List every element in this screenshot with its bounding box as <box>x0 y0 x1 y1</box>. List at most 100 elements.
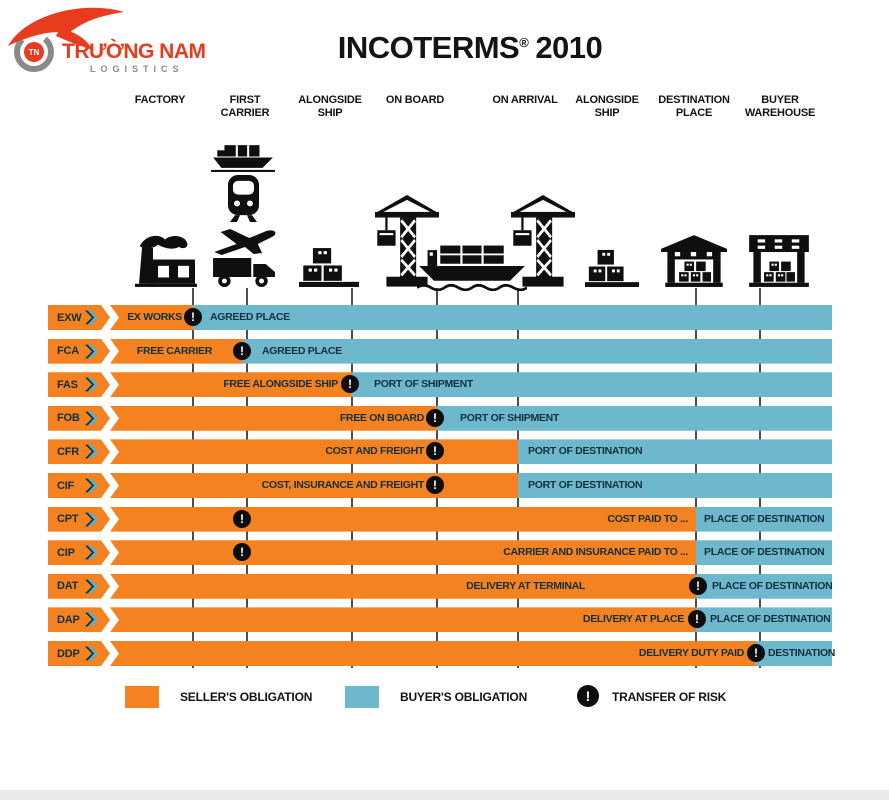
seller-obligation-segment <box>110 506 696 532</box>
buyer-obligation-segment <box>352 372 832 398</box>
term-code: CPT <box>57 513 79 526</box>
term-code-tag: DAT <box>48 574 110 599</box>
port-crane-icon-2 <box>511 195 575 288</box>
transfer-of-risk-label: TRANSFER OF RISK <box>612 690 727 704</box>
registered-mark: ® <box>519 34 529 50</box>
buyer-label: AGREED PLACE <box>262 344 342 357</box>
risk-glyph: ! <box>433 444 437 459</box>
term-code-tag: DDP <box>48 641 110 666</box>
truck-icon <box>211 255 277 288</box>
obligation-bar <box>110 540 832 566</box>
buyer-label: PORT OF DESTINATION <box>528 479 643 491</box>
cargo-boxes-icon <box>299 245 359 288</box>
obligation-bar <box>110 573 832 599</box>
column-header-1: FIRST CARRIER <box>220 94 270 119</box>
term-code: FCA <box>57 345 80 358</box>
obligation-bar <box>110 506 832 532</box>
risk-glyph: ! <box>240 511 244 526</box>
risk-glyph: ! <box>191 310 195 324</box>
incoterm-row-cip: CIP CARRIER AND INSURANCE PAID TO ... PLAC… <box>0 540 889 566</box>
company-logo: TN TRƯỜNG NAM LOGISTICS <box>6 4 206 84</box>
seller-obligation-segment <box>110 305 193 330</box>
risk-glyph: ! <box>696 578 700 593</box>
term-code-tag: EXW <box>48 305 110 330</box>
term-code: CIF <box>57 479 75 492</box>
term-code-tag: CPT <box>48 507 110 532</box>
incoterm-row-ddp: DDP DELIVERY DUTY PAID DESTINATION! <box>0 641 889 666</box>
risk-marker: ! <box>747 644 765 662</box>
risk-glyph: ! <box>754 646 758 660</box>
incoterm-row-fca: FCA FREE CARRIER AGREED PLACE! <box>0 338 889 364</box>
risk-marker: ! <box>426 476 444 494</box>
buyer-label: DESTINATION <box>768 647 836 659</box>
incoterm-row-fas: FAS FREE ALONGSIDE SHIP PORT OF SHIPMENT! <box>0 372 889 398</box>
buyer-label: PORT OF SHIPMENT <box>374 378 474 391</box>
chevron-right-icon <box>85 376 98 393</box>
logo-name: TRƯỜNG NAM <box>62 40 206 63</box>
term-code-tag: FOB <box>48 406 110 431</box>
obligation-bar <box>110 439 832 465</box>
term-code: DDP <box>57 647 80 660</box>
chevron-right-icon <box>85 309 98 326</box>
seller-obligation-segment <box>110 473 518 498</box>
seller-label: DELIVERY AT PLACE <box>582 613 684 626</box>
risk-marker: ! <box>426 442 444 461</box>
column-header-2: ALONGSIDE SHIP <box>298 94 362 119</box>
buyer-obligation-segment <box>193 305 832 330</box>
seller-label: COST AND FREIGHT <box>325 445 424 458</box>
seller-obligation-segment <box>110 641 756 666</box>
barge-ship-icon <box>209 140 277 173</box>
column-header-0: FACTORY <box>134 94 186 106</box>
buyer-label: PLACE OF DESTINATION <box>712 579 833 592</box>
chevron-right-icon <box>85 410 98 427</box>
incoterm-row-cfr: CFR COST AND FREIGHT PORT OF DESTINATION! <box>0 439 889 465</box>
chevron-right-icon <box>85 578 98 595</box>
buyer-label: PLACE OF DESTINATION <box>704 512 825 525</box>
cargo-boxes-icon-2 <box>585 247 639 288</box>
buyer-obligation-segment <box>437 405 832 431</box>
term-code-tag: FAS <box>48 372 110 397</box>
seller-label: COST PAID TO ... <box>607 512 688 525</box>
incoterm-row-cpt: CPT COST PAID TO ... PLACE OF DESTINATION! <box>0 506 889 532</box>
title-year: 2010 <box>535 30 603 65</box>
buyer-obligation-segment <box>696 506 832 532</box>
buyer-obligation-segment <box>756 641 832 666</box>
seller-label: EX WORKS <box>127 311 182 323</box>
term-code-tag: CIP <box>48 540 110 565</box>
buyer-obligation-swatch <box>345 686 379 708</box>
risk-glyph: ! <box>585 688 591 704</box>
column-header-7: BUYER WAREHOUSE <box>744 94 816 119</box>
factory-icon <box>127 231 201 288</box>
term-code: DAT <box>57 580 79 593</box>
column-header-4: ON ARRIVAL <box>492 94 558 106</box>
risk-marker: ! <box>689 576 707 595</box>
buyer-obligation-segment <box>518 473 832 498</box>
seller-label: COST, INSURANCE AND FREIGHT <box>261 479 425 491</box>
term-code-tag: DAP <box>48 607 110 632</box>
logo-monogram: TN <box>29 48 40 57</box>
buyer-label: PORT OF DESTINATION <box>528 445 643 458</box>
column-header-5: ALONGSIDE SHIP <box>575 94 639 119</box>
incoterm-row-dat: DAT DELIVERY AT TERMINAL PLACE OF DESTINAT… <box>0 573 889 599</box>
seller-label: FREE ALONGSIDE SHIP <box>223 378 338 391</box>
train-icon <box>226 174 261 223</box>
risk-marker: ! <box>688 610 706 629</box>
risk-marker: ! <box>341 375 359 394</box>
term-code: CFR <box>57 445 80 458</box>
eagle-logo-icon: TN <box>8 7 124 72</box>
buyer-obligation-segment <box>696 540 832 566</box>
risk-marker: ! <box>233 341 251 360</box>
obligation-bar <box>110 607 832 633</box>
risk-glyph: ! <box>433 410 437 425</box>
obligation-bar <box>110 305 832 330</box>
port-crane-icon <box>375 195 439 288</box>
obligation-bar <box>110 641 832 666</box>
buyer-obligation-segment <box>518 439 832 465</box>
seller-label: FREE CARRIER <box>136 344 212 357</box>
plane-icon <box>210 222 278 256</box>
incoterm-row-exw: EXW EX WORKS AGREED PLACE! <box>0 305 889 330</box>
risk-glyph: ! <box>695 612 699 627</box>
chevron-right-icon <box>85 343 98 360</box>
chevron-right-icon <box>85 611 98 628</box>
